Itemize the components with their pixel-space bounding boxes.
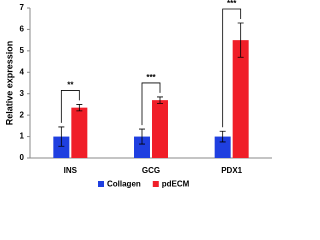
y-tick-label: 6	[20, 25, 25, 34]
legend-swatch	[98, 181, 104, 187]
legend-label: pdECM	[162, 180, 190, 189]
error-bar	[76, 104, 83, 112]
significance-bracket	[222, 8, 242, 128]
y-tick-label: 4	[20, 67, 25, 76]
y-tick-label: 1	[20, 132, 25, 141]
legend-label: Collagen	[107, 180, 141, 189]
x-tick-label: PDX1	[221, 166, 242, 175]
y-tick-label: 0	[20, 153, 25, 162]
chart: Relative expression 0 1 2 3 4 5 6 7 INS ** GCG *** P…	[4, 0, 272, 189]
error-bar	[58, 126, 65, 147]
legend-swatch	[152, 181, 159, 187]
bar	[232, 40, 249, 159]
error-bar	[157, 96, 163, 104]
error-bar	[219, 130, 226, 143]
significance-label: ***	[146, 73, 156, 82]
bar	[53, 136, 70, 158]
significance-label: ***	[227, 0, 237, 8]
y-tick-label: 5	[20, 46, 25, 55]
bar	[71, 107, 88, 158]
bar	[134, 136, 150, 158]
significance-bracket	[141, 82, 161, 126]
bar	[214, 136, 231, 158]
x-tick-label: INS	[64, 166, 78, 175]
x-tick-label: GCG	[142, 166, 160, 175]
significance-label: **	[67, 81, 74, 90]
bar	[152, 100, 168, 158]
significance-bracket	[60, 90, 80, 123]
y-tick-label: 7	[20, 3, 25, 12]
y-axis-label: Relative expression	[4, 41, 14, 126]
y-tick-label: 2	[20, 110, 25, 119]
y-tick-label: 3	[20, 89, 25, 98]
error-bar	[237, 22, 244, 58]
error-bar	[139, 128, 145, 145]
